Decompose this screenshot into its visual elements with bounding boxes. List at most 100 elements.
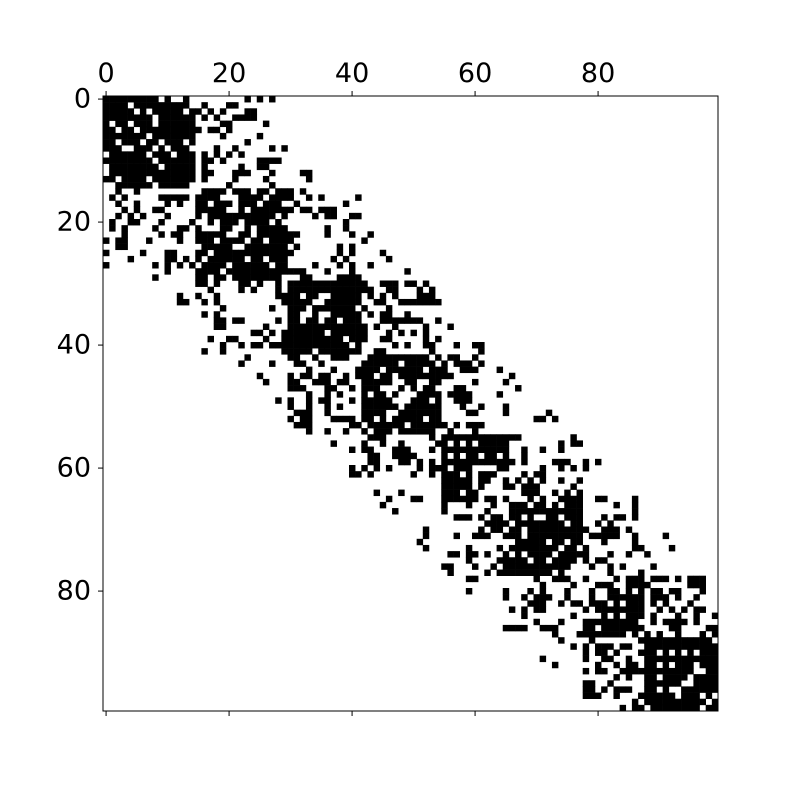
nonzero-cell <box>619 563 627 570</box>
nonzero-cell <box>490 452 497 460</box>
nonzero-cell <box>361 446 368 453</box>
nonzero-cell <box>385 465 393 472</box>
nonzero-cell <box>232 114 239 121</box>
nonzero-cell <box>238 262 245 269</box>
nonzero-cell <box>472 446 479 453</box>
nonzero-cell <box>373 403 381 410</box>
nonzero-cell <box>139 249 147 257</box>
nonzero-cell <box>262 323 270 330</box>
nonzero-cell <box>305 335 313 343</box>
nonzero-cell <box>201 262 208 269</box>
nonzero-cell <box>287 292 294 300</box>
nonzero-cell <box>398 372 405 380</box>
nonzero-cell <box>551 631 559 638</box>
nonzero-cell <box>121 114 128 121</box>
nonzero-cell <box>404 298 411 306</box>
nonzero-cell <box>453 477 460 484</box>
nonzero-cell <box>127 108 135 115</box>
nonzero-cell <box>515 501 522 509</box>
nonzero-cell <box>115 114 122 121</box>
nonzero-cell <box>564 458 571 466</box>
nonzero-cell <box>502 378 510 386</box>
nonzero-cell <box>324 403 331 410</box>
nonzero-cell <box>379 428 387 435</box>
nonzero-cell <box>644 643 651 650</box>
nonzero-cell <box>342 372 350 380</box>
nonzero-cell <box>582 692 590 699</box>
nonzero-cell <box>668 618 676 626</box>
nonzero-cell <box>595 667 602 675</box>
nonzero-cell <box>127 126 135 134</box>
nonzero-cell <box>281 231 288 238</box>
nonzero-cell <box>490 440 497 447</box>
nonzero-cell <box>472 532 479 540</box>
nonzero-cell <box>244 225 251 232</box>
nonzero-cell <box>650 612 657 620</box>
nonzero-cell <box>564 557 571 564</box>
nonzero-cell <box>195 268 202 275</box>
nonzero-cell <box>121 132 128 140</box>
nonzero-cell <box>367 262 374 269</box>
nonzero-cell <box>453 391 460 398</box>
nonzero-cell <box>361 372 368 380</box>
nonzero-cell <box>244 194 251 201</box>
nonzero-cell <box>201 114 208 121</box>
nonzero-cell <box>502 403 510 410</box>
nonzero-cell <box>613 588 620 595</box>
nonzero-cell <box>355 298 362 306</box>
nonzero-cell <box>619 606 627 613</box>
nonzero-cell <box>582 624 590 632</box>
nonzero-cell <box>551 526 559 533</box>
nonzero-cell <box>545 508 553 515</box>
nonzero-cell <box>441 452 448 460</box>
nonzero-cell <box>644 637 651 644</box>
nonzero-cell <box>238 206 245 214</box>
nonzero-cell <box>262 163 270 171</box>
nonzero-cell <box>133 157 141 164</box>
nonzero-cell <box>213 262 221 269</box>
nonzero-cell <box>305 329 313 337</box>
nonzero-cell <box>256 206 264 214</box>
nonzero-cell <box>551 575 559 583</box>
nonzero-cell <box>361 329 368 337</box>
nonzero-cell <box>478 477 485 484</box>
nonzero-cell <box>275 268 282 275</box>
nonzero-cell <box>152 206 159 214</box>
nonzero-cell <box>355 372 362 380</box>
nonzero-cell <box>305 397 313 404</box>
nonzero-cell <box>250 329 258 337</box>
nonzero-cell <box>361 237 368 244</box>
nonzero-cell <box>269 268 276 275</box>
nonzero-cell <box>441 458 448 466</box>
nonzero-cell <box>416 397 424 404</box>
nonzero-cell <box>533 618 540 626</box>
nonzero-cell <box>305 421 313 429</box>
nonzero-cell <box>379 391 387 398</box>
nonzero-cell <box>515 508 522 515</box>
nonzero-cell <box>281 194 288 201</box>
nonzero-cell <box>711 631 719 638</box>
nonzero-cell <box>478 434 485 441</box>
nonzero-cell <box>164 151 171 158</box>
nonzero-cell <box>250 243 258 251</box>
nonzero-cell <box>601 606 608 613</box>
nonzero-cell <box>447 471 454 478</box>
nonzero-cell <box>349 212 356 220</box>
nonzero-cell <box>361 440 368 447</box>
nonzero-cell <box>638 569 645 576</box>
nonzero-cell <box>330 298 337 306</box>
nonzero-cell <box>644 631 651 638</box>
nonzero-cell <box>256 243 264 251</box>
nonzero-cell <box>342 329 350 337</box>
nonzero-cell <box>275 194 282 201</box>
nonzero-cell <box>305 409 313 417</box>
nonzero-cell <box>416 317 424 324</box>
nonzero-cell <box>342 286 350 294</box>
nonzero-cell <box>349 274 356 281</box>
nonzero-cell <box>256 212 264 220</box>
nonzero-cell <box>293 286 301 294</box>
nonzero-cell <box>582 631 590 638</box>
nonzero-cell <box>631 508 639 515</box>
nonzero-cell <box>355 323 362 330</box>
nonzero-cell <box>650 643 657 650</box>
